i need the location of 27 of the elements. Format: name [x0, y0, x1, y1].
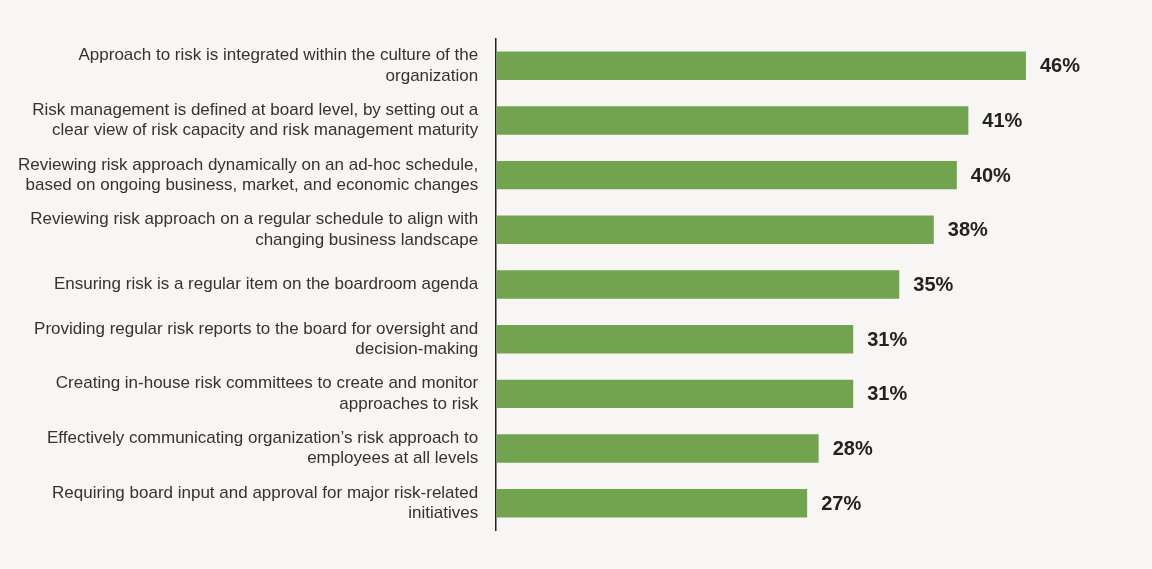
bar	[496, 160, 957, 190]
y-tick-label: Approach to risk is integrated within the culture of the organization	[78, 45, 479, 85]
bar	[496, 215, 934, 245]
bar	[496, 434, 819, 463]
bar	[496, 270, 900, 299]
data-label: 28%	[832, 437, 873, 460]
bar	[496, 51, 1026, 80]
data-label: 31%	[867, 382, 908, 405]
data-label: 35%	[913, 273, 954, 296]
data-label: 38%	[947, 218, 989, 241]
y-tick-label: Providing regular risk reports to the board for oversight and decision-making	[34, 318, 479, 359]
data-label: 46%	[1039, 54, 1081, 77]
y-tick-label: Risk management is defined at board level, by setting out a clear view of risk capacity and risk management maturity	[32, 99, 479, 140]
y-tick-label: Creating in-house risk committees to create and monitor approaches to risk	[55, 373, 479, 413]
data-label: 41%	[982, 108, 1023, 131]
bar	[496, 324, 854, 354]
bar	[496, 106, 969, 135]
data-label: 31%	[867, 327, 908, 350]
y-tick-label: Reviewing risk approach on a regular schedule to align with changing business landscape	[30, 209, 479, 249]
y-tick-label: Requiring board input and approval for major risk-related initiatives	[52, 482, 479, 523]
bar	[496, 379, 854, 409]
bar	[496, 489, 808, 518]
y-tick-label: Ensuring risk is a regular item on the boardroom agenda	[53, 274, 479, 294]
y-tick-label: Effectively communicating organization’s risk approach to employees at all levels	[46, 428, 479, 468]
data-label: 27%	[821, 491, 862, 514]
data-label: 40%	[970, 163, 1012, 186]
y-tick-label: Reviewing risk approach dynamically on an ad-hoc schedule, based on ongoing business, market, and economic changes	[17, 154, 479, 195]
